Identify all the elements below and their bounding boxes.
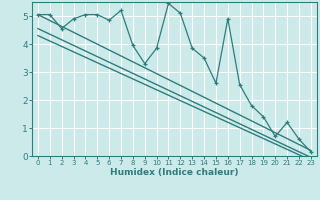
- X-axis label: Humidex (Indice chaleur): Humidex (Indice chaleur): [110, 168, 239, 177]
